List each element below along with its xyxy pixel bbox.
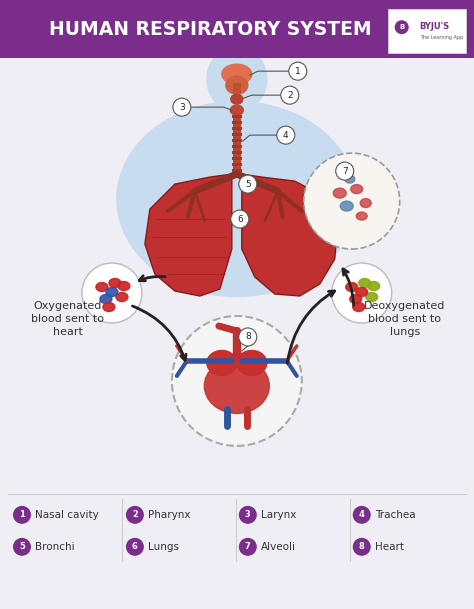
Text: 1: 1 <box>295 66 301 76</box>
Ellipse shape <box>117 102 357 297</box>
Ellipse shape <box>231 94 243 104</box>
Text: Larynx: Larynx <box>261 510 296 520</box>
Text: 3: 3 <box>179 103 185 111</box>
Circle shape <box>239 328 257 346</box>
Text: 1: 1 <box>19 510 25 519</box>
Circle shape <box>277 126 295 144</box>
Circle shape <box>126 506 144 524</box>
Text: 5: 5 <box>19 543 25 551</box>
Bar <box>232 163 242 166</box>
Text: 8: 8 <box>359 543 365 551</box>
Ellipse shape <box>106 287 118 297</box>
Circle shape <box>353 538 371 556</box>
Ellipse shape <box>116 292 128 301</box>
Text: Pharynx: Pharynx <box>148 510 191 520</box>
Bar <box>232 151 242 154</box>
Bar <box>220 79 254 121</box>
Ellipse shape <box>360 199 371 208</box>
Text: Nasal cavity: Nasal cavity <box>35 510 99 520</box>
Ellipse shape <box>118 281 130 290</box>
Circle shape <box>231 210 249 228</box>
Ellipse shape <box>226 76 248 94</box>
Ellipse shape <box>333 188 346 198</box>
Circle shape <box>336 162 354 180</box>
Text: BYJU'S: BYJU'S <box>419 22 450 30</box>
Text: 6: 6 <box>237 214 243 224</box>
Text: Deoxygenated
blood sent to
lungs: Deoxygenated blood sent to lungs <box>364 301 446 337</box>
Ellipse shape <box>230 105 243 115</box>
Ellipse shape <box>368 281 380 290</box>
Ellipse shape <box>346 283 358 292</box>
Text: 4: 4 <box>359 510 365 519</box>
Ellipse shape <box>356 287 368 297</box>
Bar <box>232 115 242 118</box>
Circle shape <box>13 506 31 524</box>
Ellipse shape <box>356 212 367 220</box>
Circle shape <box>239 538 257 556</box>
Circle shape <box>239 506 257 524</box>
Bar <box>232 145 242 148</box>
Ellipse shape <box>351 185 363 194</box>
Circle shape <box>395 20 409 34</box>
Text: 6: 6 <box>132 543 138 551</box>
Text: The Learning App: The Learning App <box>419 35 463 40</box>
Text: 7: 7 <box>245 543 251 551</box>
Text: Alveoli: Alveoli <box>261 542 296 552</box>
Text: 4: 4 <box>283 130 289 139</box>
Text: Lungs: Lungs <box>148 542 179 552</box>
Ellipse shape <box>340 201 353 211</box>
Bar <box>232 157 242 160</box>
Text: HUMAN RESPIRATORY SYSTEM: HUMAN RESPIRATORY SYSTEM <box>48 19 371 39</box>
Ellipse shape <box>109 278 121 287</box>
Text: 5: 5 <box>245 180 251 189</box>
Text: 2: 2 <box>132 510 138 519</box>
Ellipse shape <box>96 283 108 292</box>
Polygon shape <box>145 174 232 296</box>
Circle shape <box>126 538 144 556</box>
Bar <box>233 83 241 93</box>
Text: B: B <box>399 24 404 30</box>
Ellipse shape <box>353 303 365 311</box>
Bar <box>232 121 242 124</box>
Bar <box>232 139 242 142</box>
Circle shape <box>172 316 302 446</box>
Circle shape <box>13 538 31 556</box>
Circle shape <box>82 263 142 323</box>
Bar <box>233 111 241 174</box>
Circle shape <box>281 86 299 104</box>
Circle shape <box>173 98 191 116</box>
Ellipse shape <box>345 175 355 183</box>
Ellipse shape <box>350 295 362 303</box>
Text: 8: 8 <box>245 333 251 342</box>
Ellipse shape <box>100 295 112 303</box>
Ellipse shape <box>207 350 237 375</box>
Ellipse shape <box>237 350 267 375</box>
Text: Heart: Heart <box>375 542 404 552</box>
Bar <box>232 133 242 136</box>
Circle shape <box>289 62 307 80</box>
Ellipse shape <box>204 359 269 414</box>
Ellipse shape <box>366 292 378 301</box>
Text: 3: 3 <box>245 510 251 519</box>
Ellipse shape <box>359 278 371 287</box>
Bar <box>232 169 242 172</box>
Circle shape <box>332 263 392 323</box>
Circle shape <box>304 153 400 249</box>
Circle shape <box>353 506 371 524</box>
Ellipse shape <box>222 64 252 84</box>
Bar <box>388 9 465 53</box>
Text: Oxygenated
blood sent to
heart: Oxygenated blood sent to heart <box>31 301 104 337</box>
Polygon shape <box>242 174 338 296</box>
Text: 7: 7 <box>342 167 347 175</box>
Text: Trachea: Trachea <box>375 510 415 520</box>
Text: Bronchi: Bronchi <box>35 542 74 552</box>
Bar <box>0 0 474 58</box>
Text: 2: 2 <box>287 91 292 100</box>
Ellipse shape <box>207 47 267 111</box>
Circle shape <box>239 175 257 193</box>
Ellipse shape <box>103 303 115 311</box>
Bar <box>232 127 242 130</box>
